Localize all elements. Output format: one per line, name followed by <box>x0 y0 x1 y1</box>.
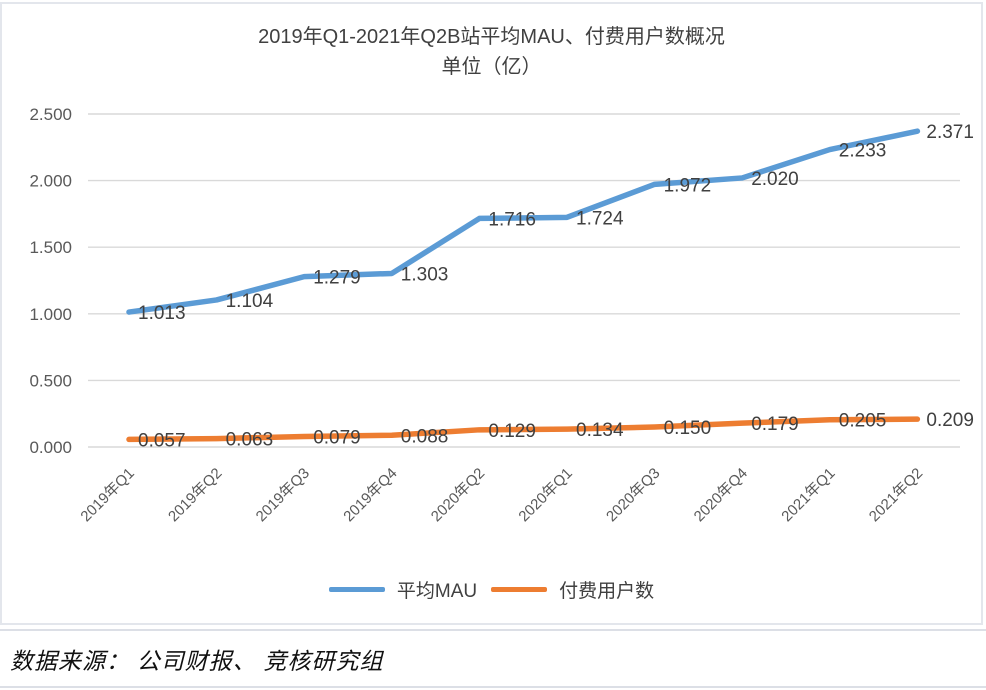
data-label: 0.079 <box>313 427 361 448</box>
data-label: 0.205 <box>839 411 887 432</box>
x-tick-label: 2019年Q2 <box>165 465 225 525</box>
data-label: 1.972 <box>664 175 712 196</box>
data-label: 0.150 <box>664 418 712 439</box>
data-label: 0.179 <box>751 414 799 435</box>
series-line-paying-users <box>126 416 921 443</box>
data-label: 1.303 <box>401 264 449 285</box>
chart-svg: 0.000 0.500 1.000 1.500 2.000 2.500 2019年Q1 201… <box>29 105 974 525</box>
series-line-mau <box>126 128 921 315</box>
y-tick-label: 1.500 <box>29 238 72 257</box>
data-label: 2.020 <box>751 169 799 190</box>
y-tick-label: 2.500 <box>29 105 72 124</box>
x-tick-label: 2021年Q1 <box>778 465 838 525</box>
x-tick-label: 2020年Q2 <box>428 465 488 525</box>
chart-title-block: 2019年Q1-2021年Q2B站平均MAU、付费用户数概况 单位（亿） <box>2 22 981 82</box>
x-tick-label: 2020年Q4 <box>691 465 751 525</box>
data-label: 1.716 <box>488 209 536 230</box>
data-label: 2.371 <box>926 122 974 143</box>
data-label: 2.233 <box>839 141 887 162</box>
y-tick-label: 0.500 <box>29 371 72 390</box>
data-label: 0.088 <box>401 426 449 447</box>
chart-panel: 2019年Q1-2021年Q2B站平均MAU、付费用户数概况 单位（亿） 0.0… <box>0 2 983 625</box>
legend-swatch-paying-users <box>491 587 548 592</box>
chart-title: 2019年Q1-2021年Q2B站平均MAU、付费用户数概况 <box>258 26 725 48</box>
x-tick-label: 2019年Q4 <box>340 465 400 525</box>
data-label: 1.013 <box>138 303 186 324</box>
legend-label-paying-users: 付费用户数 <box>559 581 655 602</box>
legend-swatch-mau <box>328 587 385 592</box>
legend-label-mau: 平均MAU <box>396 581 478 602</box>
y-tick-label: 2.000 <box>29 172 72 191</box>
data-label: 1.104 <box>226 291 274 312</box>
chart-subtitle: 单位（亿） <box>441 56 542 78</box>
data-label: 0.134 <box>576 420 624 441</box>
x-tick-label: 2020年Q1 <box>515 465 575 525</box>
data-label: 1.724 <box>576 208 624 229</box>
legend-item-paying-users: 付费用户数 <box>491 576 654 603</box>
source-bar: 数据来源： 公司财报、 竞核研究组 <box>0 629 986 688</box>
x-tick-label: 2020年Q3 <box>603 465 663 525</box>
data-label: 0.063 <box>226 430 274 451</box>
legend-item-mau: 平均MAU <box>328 576 478 603</box>
data-label: 0.057 <box>138 430 186 451</box>
x-tick-label: 2021年Q2 <box>866 465 926 525</box>
data-label: 0.129 <box>488 421 536 442</box>
y-tick-label: 1.000 <box>29 305 72 324</box>
x-tick-label: 2019年Q3 <box>253 465 313 525</box>
data-label: 1.279 <box>313 268 361 289</box>
data-label: 0.209 <box>926 410 974 431</box>
x-tick-label: 2019年Q1 <box>77 465 137 525</box>
y-tick-label: 0.000 <box>29 438 72 457</box>
source-text: 数据来源： 公司财报、 竞核研究组 <box>10 648 384 674</box>
chart-legend: 平均MAU 付费用户数 <box>2 576 981 603</box>
